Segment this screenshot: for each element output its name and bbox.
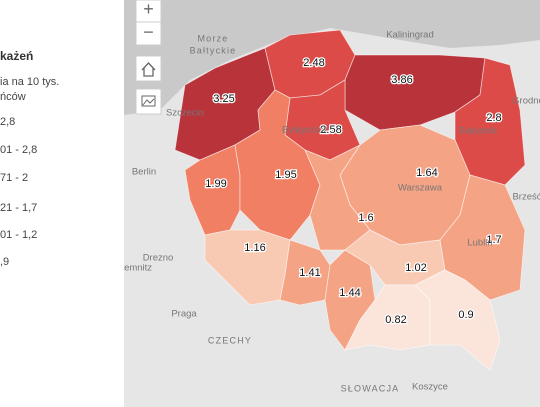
region bbox=[414, 269, 501, 371]
place-label: Drezno bbox=[143, 253, 174, 264]
region-value: 0.9 bbox=[458, 309, 473, 321]
region-value: 1.44 bbox=[339, 287, 360, 299]
legend-item-label: 01 - 1,2 bbox=[0, 229, 37, 241]
region-value: 3.86 bbox=[391, 74, 412, 86]
region-value: 3.25 bbox=[213, 93, 234, 105]
region-value: 1.02 bbox=[405, 262, 426, 274]
legend-item-label: 21 - 1,7 bbox=[0, 202, 37, 214]
legend-item-label: 2,8 bbox=[0, 116, 15, 128]
place-label: Warszawa bbox=[398, 183, 443, 194]
region bbox=[439, 174, 526, 301]
place-label: Bałtyckie bbox=[190, 45, 237, 55]
place-label: Kaliningrad bbox=[386, 30, 434, 41]
region-value: 1.99 bbox=[205, 178, 226, 190]
region-value: 0.82 bbox=[385, 314, 406, 326]
place-label: Morze bbox=[197, 33, 228, 43]
region bbox=[279, 239, 331, 306]
zoom-out-label: − bbox=[143, 22, 154, 42]
place-label: Szczecin bbox=[166, 108, 204, 119]
region-value: 1.95 bbox=[275, 169, 296, 181]
legend-subtitle: ńców bbox=[0, 91, 26, 103]
place-label: Grodno bbox=[512, 96, 540, 107]
zoom-in-button[interactable]: + bbox=[135, 0, 162, 23]
legend-item-label: 71 - 2 bbox=[0, 172, 28, 184]
place-label: CZECHY bbox=[208, 335, 252, 345]
place-label: SŁOWACJA bbox=[341, 383, 400, 393]
place-label: Brześć bbox=[512, 192, 540, 203]
place-label: Białystok bbox=[459, 126, 497, 137]
place-label: Bydgoszcz bbox=[282, 125, 328, 136]
region-value: 1.6 bbox=[358, 212, 373, 224]
place-label: Koszyce bbox=[412, 382, 448, 393]
region-value: 1.7 bbox=[486, 234, 501, 246]
legend-panel bbox=[0, 0, 124, 407]
legend-item-label: 01 - 2,8 bbox=[0, 144, 37, 156]
place-label: Lublin bbox=[467, 238, 492, 249]
zoom-in-label: + bbox=[143, 0, 154, 19]
legend-title: każeń bbox=[0, 49, 33, 63]
place-label: Praga bbox=[171, 309, 197, 320]
legend-item-label: ,9 bbox=[0, 256, 9, 268]
sea bbox=[124, 0, 540, 115]
basemap-button[interactable] bbox=[135, 88, 162, 115]
region-value: 2.58 bbox=[320, 124, 341, 136]
region-value: 1.16 bbox=[244, 242, 265, 254]
region-value: 1.41 bbox=[299, 267, 320, 279]
home-button[interactable] bbox=[135, 55, 162, 82]
region-value: 2.8 bbox=[486, 112, 501, 124]
place-label: Berlin bbox=[132, 167, 156, 178]
region-value: 1.64 bbox=[416, 167, 437, 179]
region-value: 2.48 bbox=[303, 57, 324, 69]
legend-subtitle: ia na 10 tys. bbox=[0, 76, 59, 88]
zoom-out-button[interactable]: − bbox=[135, 21, 162, 46]
place-label: Chemnitz bbox=[112, 263, 152, 274]
